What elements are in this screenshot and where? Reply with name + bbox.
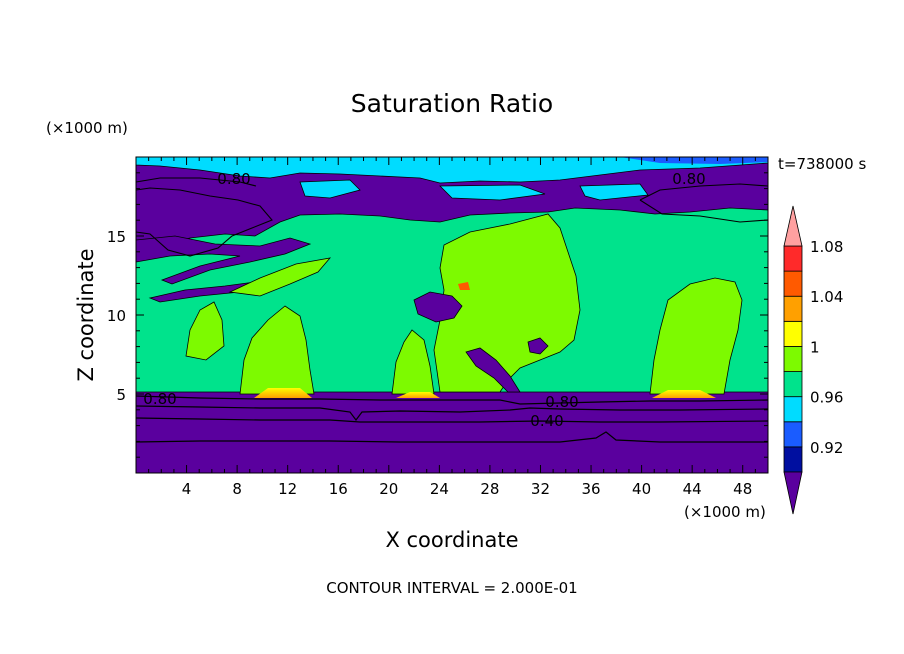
x-tick-label: 16	[329, 480, 348, 498]
colorbar-label: 0.92	[810, 439, 843, 457]
x-tick-label: 12	[278, 480, 297, 498]
contour-labels: 0.80 0.80 0.80 0.80 0.40	[143, 170, 705, 430]
colorbar-max-arrow	[783, 205, 803, 247]
colorbar-min-arrow	[783, 471, 803, 515]
x-tick-label: 4	[182, 480, 192, 498]
colorbar-swatch	[783, 320, 803, 347]
x-tick-label: 48	[733, 480, 752, 498]
contour-label: 0.40	[530, 412, 563, 430]
contour-label: 0.80	[545, 393, 578, 411]
field-top-blue-patch	[620, 157, 768, 164]
contour-upper-right	[639, 183, 768, 223]
y-axis-label: Z coordinate	[74, 248, 98, 381]
plot-area	[136, 157, 768, 473]
y-tick-label: 5	[116, 386, 126, 404]
field-dry-slope	[465, 347, 521, 393]
x-axis-ticks: 4 8 12 16 20 24 28 32 36 40 44 48	[148, 157, 756, 498]
x-tick-label: 32	[531, 480, 550, 498]
x-tick-label: 40	[632, 480, 651, 498]
field-surface-max-b	[396, 392, 440, 398]
x-tick-label: 8	[232, 480, 242, 498]
colorbar-swatch	[783, 270, 803, 297]
x-unit-label: (×1000 m)	[684, 503, 766, 521]
contour-label: 0.80	[672, 170, 705, 188]
colorbar: 1.08 1.04 1 0.96 0.92	[783, 205, 843, 515]
chart-title: Saturation Ratio	[351, 89, 553, 118]
contour-interval-note: CONTOUR INTERVAL = 2.000E-01	[326, 579, 577, 597]
colorbar-swatch	[783, 446, 803, 473]
contour-080-lower	[136, 405, 768, 421]
contour-060	[136, 417, 768, 423]
x-tick-label: 28	[480, 480, 499, 498]
colorbar-swatch	[783, 396, 803, 423]
field-dry-spot-right	[527, 337, 549, 355]
contour-upper-left	[136, 187, 273, 257]
colorbar-label: 1.04	[810, 288, 843, 306]
colorbar-label: 1	[810, 338, 820, 356]
field-surface-max-a	[254, 388, 312, 398]
field-upper-teal-streaks	[299, 179, 649, 201]
y-tick-label: 15	[107, 228, 126, 246]
contour-label: 0.80	[217, 170, 250, 188]
colorbar-swatch	[783, 371, 803, 398]
contour-label: 0.80	[143, 390, 176, 408]
x-axis-label: X coordinate	[385, 528, 518, 552]
contour-surface-top	[136, 395, 768, 405]
x-tick-label: 36	[581, 480, 600, 498]
colorbar-swatch	[783, 295, 803, 322]
field-cloud-left-a	[239, 305, 315, 395]
colorbar-swatch	[783, 421, 803, 448]
contour-top-left	[136, 177, 257, 187]
field-dry-pocket	[413, 291, 463, 323]
field-cloud-left-c	[185, 301, 225, 361]
x-tick-label: 44	[683, 480, 702, 498]
contour-040	[136, 431, 768, 443]
colorbar-swatch	[783, 245, 803, 272]
y-axis-ticks: 5 10 15	[107, 172, 768, 458]
field-upper-band	[136, 157, 768, 184]
colorbar-label: 0.96	[810, 389, 843, 407]
y-unit-label: (×1000 m)	[46, 119, 128, 137]
field-cloud-left-b	[391, 329, 435, 395]
field-warm-spot-upper	[458, 282, 470, 290]
y-tick-label: 10	[107, 307, 126, 325]
field-surface-max-c	[652, 390, 716, 398]
field-cloud-upper-left	[228, 257, 332, 297]
time-label: t=738000 s	[778, 155, 866, 173]
colorbar-label: 1.08	[810, 238, 843, 256]
colorbar-swatch	[783, 346, 803, 372]
x-tick-label: 20	[379, 480, 398, 498]
x-tick-label: 24	[430, 480, 449, 498]
field-cloud-right	[649, 277, 743, 395]
